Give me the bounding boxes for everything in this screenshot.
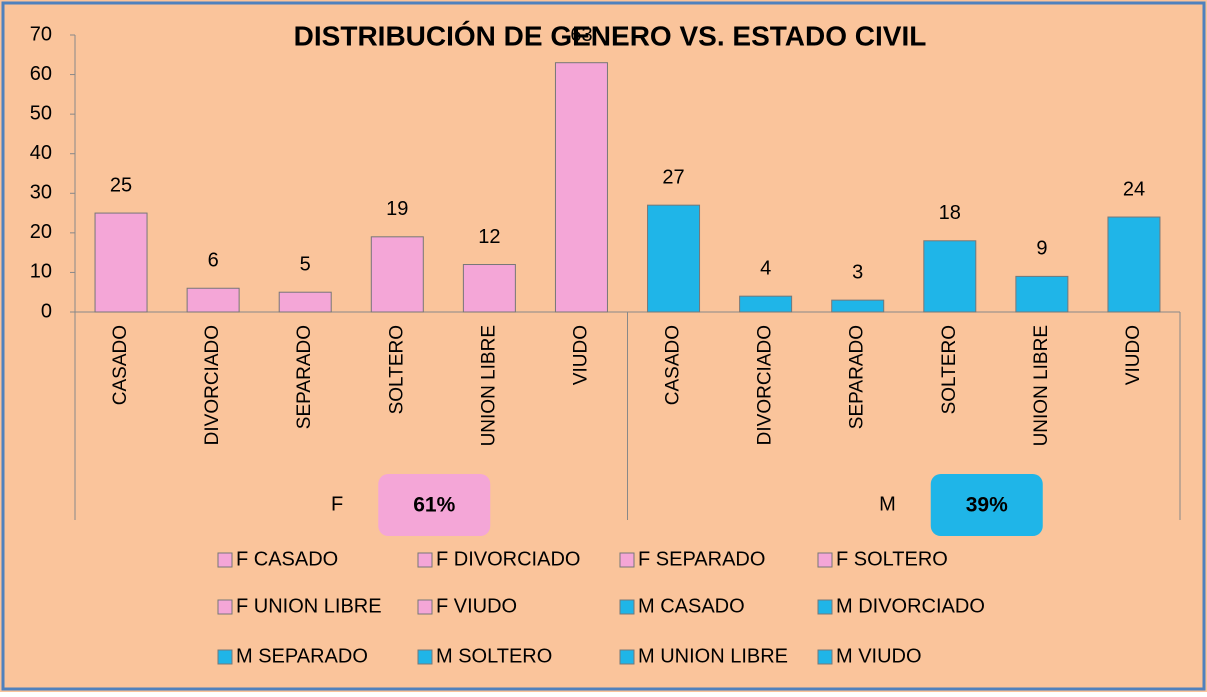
- legend-label: M SEPARADO: [236, 645, 368, 667]
- bar: [1015, 275, 1069, 313]
- bar: [278, 291, 332, 313]
- legend-label: M CASADO: [638, 595, 745, 617]
- data-label: 3: [852, 261, 863, 283]
- x-tick-label: SEPARADO: [847, 325, 868, 429]
- bar: [462, 264, 516, 313]
- share-box: [378, 474, 491, 536]
- bar: [94, 212, 148, 313]
- bar: [186, 287, 240, 313]
- legend-swatch: [619, 599, 635, 615]
- x-tick-label: DIVORCIADO: [755, 325, 776, 445]
- x-tick-label: SOLTERO: [386, 325, 407, 414]
- bar: [370, 236, 424, 313]
- legend-label: F UNION LIBRE: [236, 595, 382, 617]
- marks: 0 10 20 30 40 50 60 70 25 CASADO 6 DIVORCIADO 5 SEPAR…: [30, 23, 1181, 667]
- data-label: 5: [300, 253, 311, 275]
- y-tick-label: 10: [30, 261, 52, 283]
- y-tick-label: 60: [30, 63, 52, 85]
- data-label: 25: [110, 174, 132, 196]
- data-label: 18: [939, 202, 961, 224]
- legend-swatch: [817, 649, 833, 665]
- group-label: M: [879, 493, 896, 515]
- x-tick-label: SEPARADO: [294, 325, 315, 429]
- x-tick-label: VIUDO: [570, 325, 591, 385]
- data-label: 27: [662, 166, 684, 188]
- bar: [554, 62, 608, 313]
- legend-label: M UNION LIBRE: [638, 645, 788, 667]
- bar: [923, 240, 977, 313]
- legend-swatch: [817, 599, 833, 615]
- legend-label: M DIVORCIADO: [836, 595, 985, 617]
- share-box: [930, 474, 1043, 536]
- data-label: 9: [1036, 238, 1047, 260]
- x-tick-label: CASADO: [663, 325, 684, 405]
- chart-title: DISTRIBUCIÓN DE GENERO VS. ESTADO CIVIL: [294, 20, 927, 51]
- y-tick-label: 50: [30, 102, 52, 124]
- data-label: 12: [478, 226, 500, 248]
- bar: [831, 299, 885, 313]
- y-tick-label: 40: [30, 142, 52, 164]
- bar: [739, 295, 793, 313]
- share-label: 61%: [413, 494, 455, 517]
- legend-swatch: [619, 649, 635, 665]
- legend-label: F CASADO: [236, 548, 338, 570]
- legend-label: F SEPARADO: [638, 548, 765, 570]
- group-label: F: [331, 493, 343, 515]
- legend-label: F VIUDO: [436, 595, 517, 617]
- bar: [647, 204, 701, 313]
- legend-swatch: [417, 599, 433, 615]
- legend-swatch: [817, 552, 833, 568]
- share-label: 39%: [966, 494, 1008, 517]
- y-tick-label: 30: [30, 182, 52, 204]
- x-tick-label: CASADO: [110, 325, 131, 405]
- data-label: 19: [386, 198, 408, 220]
- legend-label: F DIVORCIADO: [436, 548, 580, 570]
- x-tick-label: SOLTERO: [939, 325, 960, 414]
- x-tick-label: UNION LIBRE: [478, 325, 499, 446]
- legend-label: M VIUDO: [836, 645, 922, 667]
- data-label: 24: [1123, 178, 1145, 200]
- y-tick-label: 70: [30, 23, 52, 45]
- legend-swatch: [217, 599, 233, 615]
- legend-label: M SOLTERO: [436, 645, 552, 667]
- y-tick-label: 20: [30, 221, 52, 243]
- data-label: 6: [208, 250, 219, 272]
- bar: [1107, 216, 1161, 313]
- legend-label: F SOLTERO: [836, 548, 948, 570]
- x-tick-label: DIVORCIADO: [202, 325, 223, 445]
- legend-swatch: [217, 649, 233, 665]
- y-tick-label: 0: [41, 300, 52, 322]
- x-tick-label: VIUDO: [1123, 325, 1144, 385]
- legend-swatch: [417, 649, 433, 665]
- legend-swatch: [217, 552, 233, 568]
- x-tick-label: UNION LIBRE: [1031, 325, 1052, 446]
- legend-swatch: [619, 552, 635, 568]
- data-label: 4: [760, 257, 771, 279]
- data-label: 63: [570, 24, 592, 46]
- legend-swatch: [417, 552, 433, 568]
